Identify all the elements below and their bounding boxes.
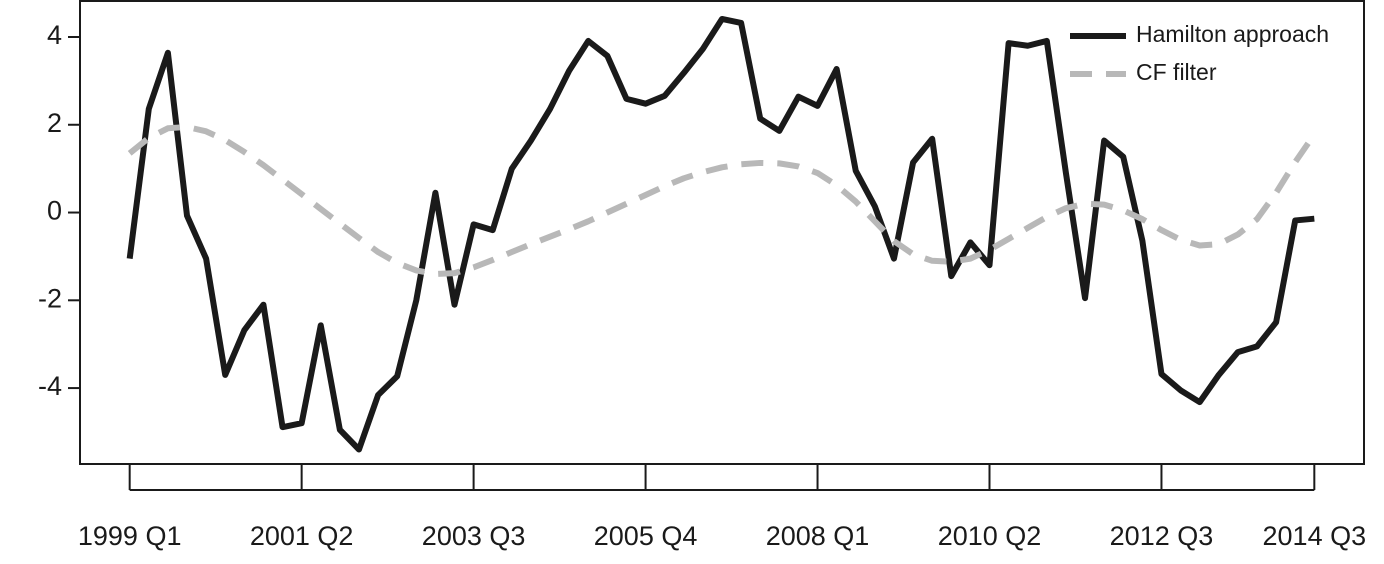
x-tick-label: 2003 Q3	[422, 521, 526, 551]
legend-label: CF filter	[1136, 59, 1217, 85]
x-tick-label: 1999 Q1	[78, 521, 182, 551]
x-tick-label: 2005 Q4	[594, 521, 698, 551]
y-tick-label: -4	[38, 371, 62, 401]
legend-label: Hamilton approach	[1136, 21, 1329, 47]
series-line	[127, 123, 1317, 277]
y-tick-label: 0	[47, 196, 62, 226]
y-tick-label: 2	[47, 108, 62, 138]
plot-box	[79, 0, 1365, 465]
y-tick-label: -2	[38, 283, 62, 313]
x-tick-label: 2014 Q3	[1263, 521, 1367, 551]
x-tick-label: 2012 Q3	[1110, 521, 1214, 551]
x-tick-label: 2008 Q1	[766, 521, 870, 551]
x-tick-label: 2001 Q2	[250, 521, 354, 551]
series-line	[126, 15, 1315, 453]
y-tick-label: 4	[47, 20, 62, 50]
x-tick-label: 2010 Q2	[938, 521, 1042, 551]
